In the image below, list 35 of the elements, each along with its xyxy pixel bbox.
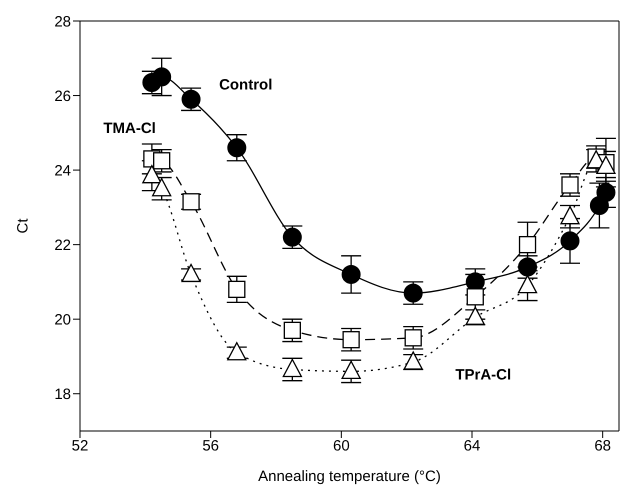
point [181, 264, 201, 282]
x-tick-label: 64 [464, 438, 480, 455]
y-axis-title: Ct [14, 218, 32, 234]
x-tick-label: 52 [72, 438, 88, 455]
point [342, 331, 360, 348]
point [227, 138, 246, 158]
x-tick-label: 56 [202, 438, 220, 455]
point [227, 342, 246, 360]
point [466, 288, 484, 306]
point [342, 264, 361, 284]
point [518, 236, 536, 254]
point [282, 358, 302, 378]
x-axis-title: Annealing temperature (°C) [258, 468, 441, 485]
point [560, 231, 580, 250]
point [596, 156, 616, 174]
y-tick-label: 26 [54, 88, 71, 105]
point [518, 274, 538, 294]
y-tick-label: 24 [54, 162, 71, 180]
point [560, 206, 580, 224]
y-tick-label: 20 [54, 312, 71, 329]
point [152, 67, 172, 86]
point [404, 329, 422, 346]
y-tick-label: 22 [54, 236, 71, 254]
point [228, 280, 246, 298]
series-label: Control [219, 76, 272, 94]
x-tick-label: 60 [332, 438, 350, 455]
point [153, 152, 170, 170]
y-tick-label: 18 [54, 386, 71, 404]
y-tick-label: 28 [54, 13, 71, 30]
point [152, 178, 172, 196]
series-label: TMA-Cl [103, 120, 156, 137]
point [596, 182, 616, 202]
series-label: TPrA-Cl [455, 366, 512, 384]
point [341, 360, 361, 380]
x-tick-label: 68 [594, 438, 612, 455]
